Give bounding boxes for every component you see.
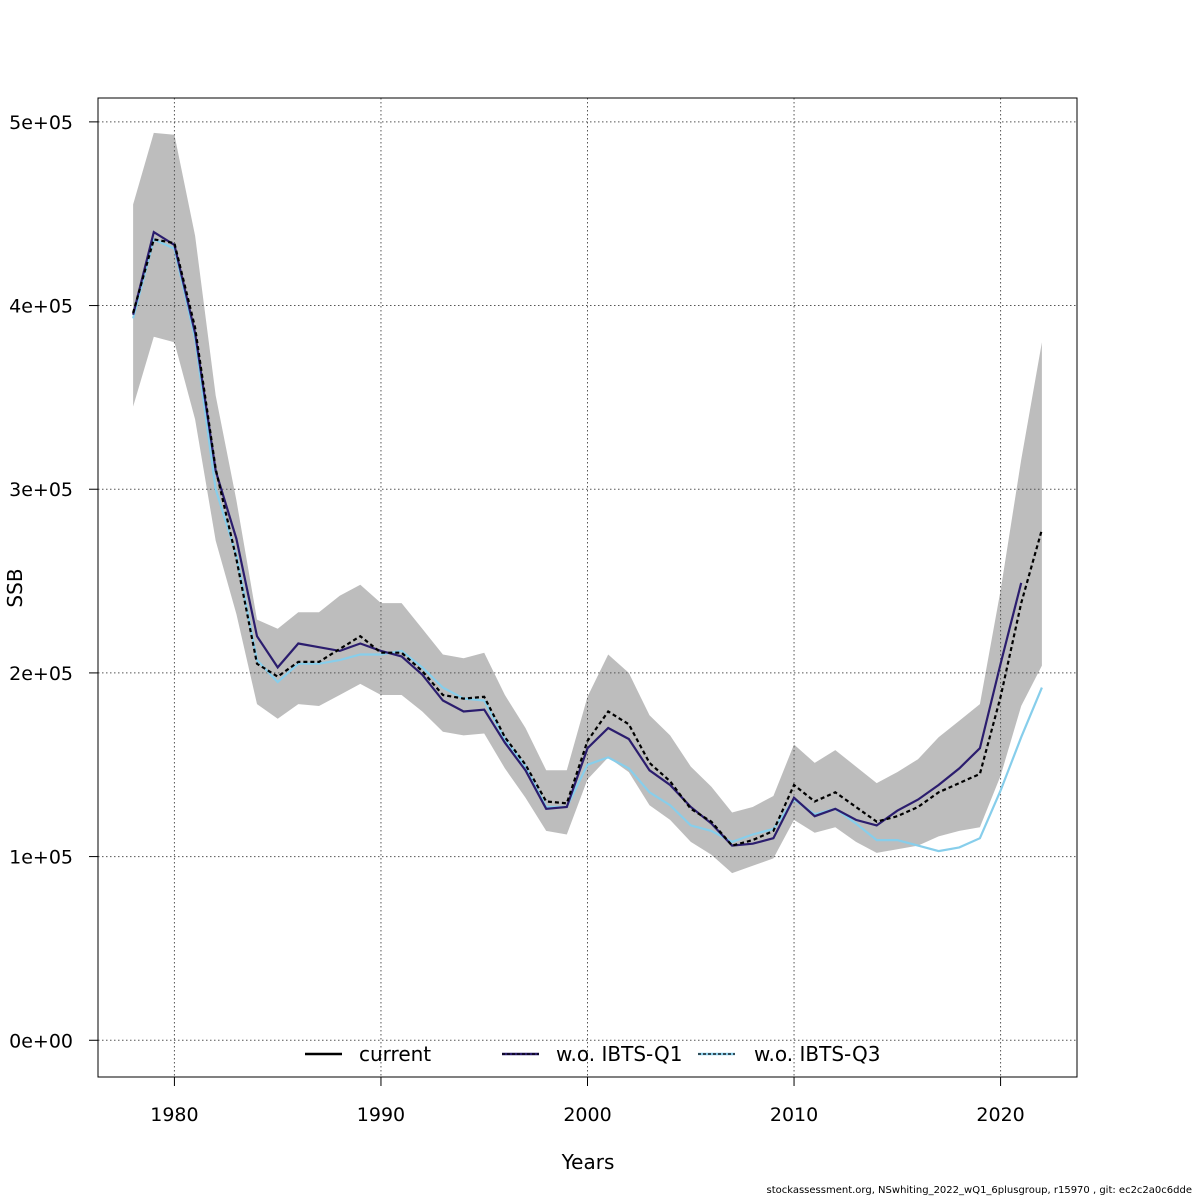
x-tick-label: 2020 (976, 1104, 1024, 1126)
x-tick-label: 2000 (563, 1104, 611, 1126)
y-tick-label: 2e+05 (9, 663, 73, 685)
y-tick-label: 0e+00 (9, 1030, 73, 1052)
legend: current w.o. IBTS-Q1 w.o. IBTS-Q3 (305, 1042, 880, 1066)
footer-note: stockassessment.org, NSwhiting_2022_wQ1_… (766, 1185, 1192, 1196)
x-tick-label: 2010 (770, 1104, 818, 1126)
axes: 1980 1990 2000 2010 2020 0e+00 1e+05 2e+05 3e+05… (9, 112, 1025, 1126)
series-line-current (132, 238, 1043, 847)
x-tick-label: 1980 (150, 1104, 198, 1126)
series-line-wo-ibts-q1 (132, 230, 1023, 847)
x-axis-title: Years (561, 1150, 615, 1174)
confidence-band (133, 132, 1042, 874)
legend-label: current (359, 1042, 431, 1066)
legend-label: w.o. IBTS-Q3 (754, 1042, 880, 1066)
x-tick-label: 1990 (357, 1104, 405, 1126)
legend-label: w.o. IBTS-Q1 (556, 1042, 682, 1066)
y-tick-label: 5e+05 (9, 112, 73, 134)
y-tick-label: 3e+05 (9, 479, 73, 501)
confidence-band-area (133, 132, 1042, 874)
series-lines (132, 230, 1043, 853)
series-line-wo-ibts-q3 (132, 237, 1043, 853)
y-tick-label: 1e+05 (9, 847, 73, 869)
y-axis-title: SSB (3, 568, 27, 607)
grid (98, 98, 1077, 1077)
y-tick-label: 4e+05 (9, 296, 73, 318)
